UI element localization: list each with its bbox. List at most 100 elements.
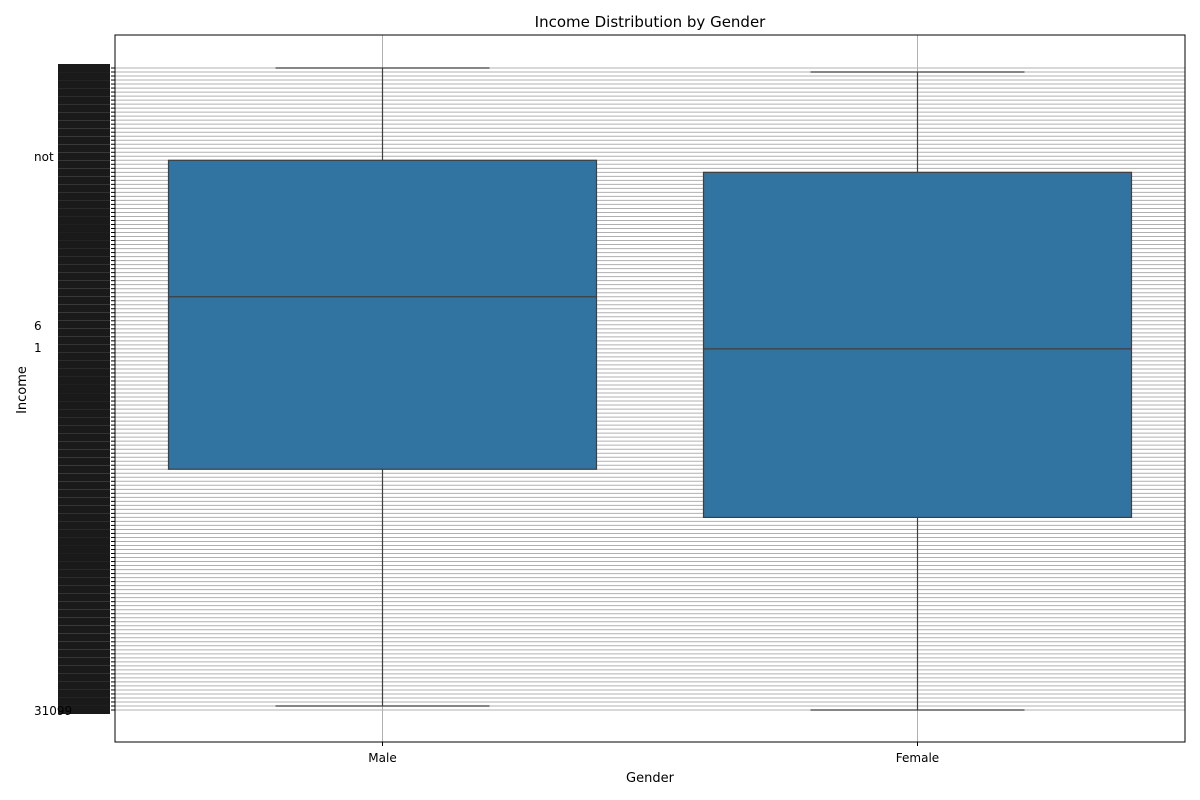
y-tick-label-block: [58, 481, 110, 490]
y-tick-label-block: [58, 665, 110, 674]
y-tick-label-block: [58, 553, 110, 562]
y-tick-label: 6: [34, 319, 42, 333]
axes-frame: [114, 34, 1186, 743]
y-tick-label-block: [58, 529, 110, 538]
y-tick-label-block: [58, 208, 110, 217]
y-tick-label-block: [58, 288, 110, 297]
y-tick-label-block: [58, 449, 110, 458]
y-tick-label-block: [58, 505, 110, 514]
y-tick-label-block: [58, 417, 110, 426]
y-tick-label-block: [58, 96, 110, 105]
y-tick-label-block: [58, 513, 110, 522]
y-tick-label-block: [58, 577, 110, 586]
x-tick-label: Female: [896, 751, 939, 765]
y-tick-label-block: [58, 673, 110, 682]
y-tick-labels: not 6 1 31099: [34, 64, 110, 718]
y-tick-label-block: [58, 176, 110, 185]
y-tick-label-block: [58, 569, 110, 578]
y-tick-label-block: [58, 545, 110, 554]
y-tick-label-block: [58, 312, 110, 321]
y-tick-label-block: [58, 304, 110, 313]
x-axis-label: Gender: [626, 771, 675, 786]
x-tick-label: Male: [368, 751, 396, 765]
y-tick-label-block: [58, 625, 110, 634]
y-tick-label-block: [58, 64, 110, 72]
y-tick-label-block: [58, 104, 110, 113]
y-tick-label-block: [58, 80, 110, 89]
y-tick-label-block: [58, 336, 110, 345]
y-tick-label-block: [58, 697, 110, 706]
y-tick-label-block: [58, 344, 110, 353]
y-tick-label-block: [58, 320, 110, 329]
y-tick-label-block: [58, 248, 110, 257]
y-tick-label-block: [58, 425, 110, 434]
y-tick-label-block: [58, 649, 110, 658]
y-tick-label-block: [58, 280, 110, 289]
y-tick-label-block: [58, 609, 110, 618]
boxes: [167, 67, 1133, 711]
y-tick-label-block: [58, 376, 110, 385]
box-female: [702, 71, 1133, 711]
y-tick-label: 31099: [34, 704, 72, 718]
y-tick-label-block: [58, 240, 110, 249]
y-tick-label-block: [58, 706, 110, 714]
y-tick-label-block: [58, 136, 110, 145]
y-tick-label-block: [58, 368, 110, 377]
y-tick-label-block: [58, 401, 110, 410]
y-tick-label-block: [58, 200, 110, 209]
y-tick-label-block: [58, 328, 110, 337]
y-axis-label: Income: [15, 366, 30, 414]
y-tick-label-block: [58, 441, 110, 450]
y-tick-label-block: [58, 264, 110, 273]
y-tick-label-block: [58, 393, 110, 402]
y-tick-label-block: [58, 112, 110, 121]
y-tick-label-block: [58, 192, 110, 201]
y-tick-label-block: [58, 409, 110, 418]
y-tick-label-block: [58, 633, 110, 642]
y-tick-label: not: [34, 150, 54, 164]
x-ticks: Male Female: [368, 742, 939, 765]
y-tick-label-block: [58, 72, 110, 81]
y-tick-label-block: [58, 641, 110, 650]
y-tick-label-block: [58, 360, 110, 369]
y-tick-label-block: [58, 561, 110, 570]
y-tick-label-block: [58, 457, 110, 466]
y-tick-label-block: [58, 88, 110, 97]
y-tick-label-block: [58, 473, 110, 482]
y-tick-label-block: [58, 160, 110, 169]
box-male: [167, 67, 598, 707]
y-tick-label-block: [58, 433, 110, 442]
y-tick-label-block: [58, 497, 110, 506]
y-tick-label: 1: [34, 341, 42, 355]
y-tick-label-block: [58, 601, 110, 610]
y-tick-label-block: [58, 296, 110, 305]
y-tick-label-block: [58, 256, 110, 265]
y-tick-label-block: [58, 617, 110, 626]
y-tick-label-block: [58, 152, 110, 161]
y-tick-label-block: [58, 224, 110, 233]
y-tick-label-block: [58, 232, 110, 241]
y-tick-label-block: [58, 216, 110, 225]
y-tick-label-block: [58, 168, 110, 177]
y-tick-label-block: [58, 657, 110, 666]
y-tick-label-block: [58, 585, 110, 594]
y-tick-label-block: [58, 385, 110, 393]
y-tick-label-block: [58, 593, 110, 602]
y-tick-label-block: [58, 272, 110, 281]
chart-title: Income Distribution by Gender: [535, 13, 767, 31]
y-tick-label-block: [58, 128, 110, 137]
y-tick-label-block: [58, 144, 110, 153]
y-tick-label-block: [58, 521, 110, 530]
y-tick-label-block: [58, 465, 110, 474]
iqr-box: [167, 159, 598, 470]
plot-area: not 6 1 31099 Male Female: [34, 34, 1186, 765]
y-tick-label-block: [58, 184, 110, 193]
y-tick-label-block: [58, 120, 110, 129]
y-tick-label-block: [58, 681, 110, 690]
y-tick-label-block: [58, 537, 110, 546]
y-tick-label-block: [58, 352, 110, 361]
y-tick-label-block: [58, 689, 110, 698]
y-tick-label-block: [58, 489, 110, 498]
iqr-box: [702, 171, 1133, 519]
